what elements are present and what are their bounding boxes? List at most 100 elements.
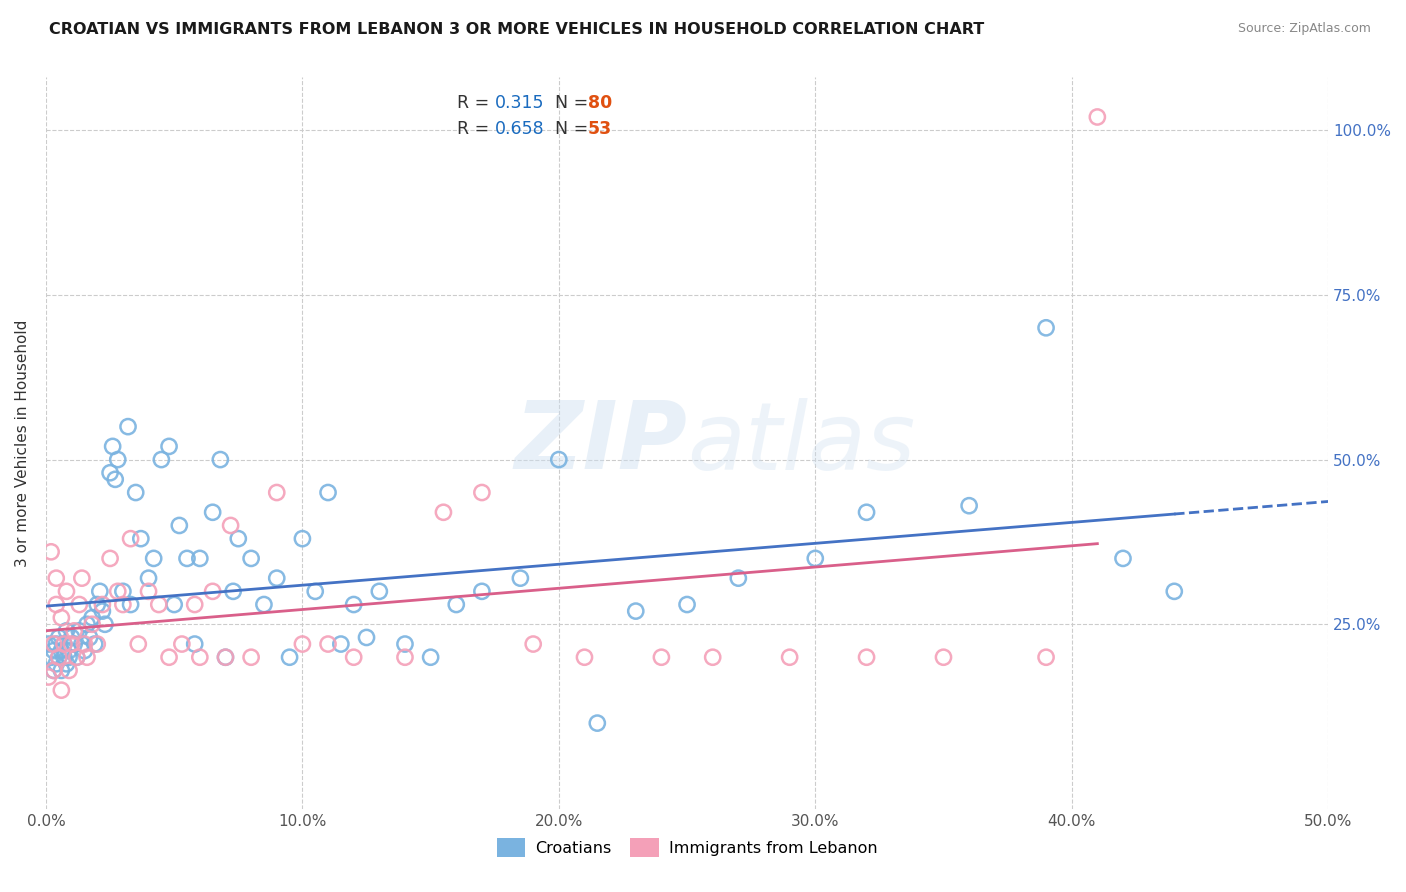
Point	[89, 584, 111, 599]
Point	[394, 650, 416, 665]
Point	[66, 650, 89, 665]
Point	[650, 650, 672, 665]
Point	[1035, 650, 1057, 665]
Point	[76, 650, 98, 665]
Text: ZIP: ZIP	[515, 397, 688, 489]
Point	[624, 604, 647, 618]
Point	[226, 532, 249, 546]
Point	[42, 637, 65, 651]
Point	[157, 650, 180, 665]
Point	[42, 643, 65, 657]
Point	[48, 650, 70, 665]
Point	[201, 505, 224, 519]
Point	[52, 637, 75, 651]
Point	[51, 610, 73, 624]
Point	[509, 571, 531, 585]
Point	[86, 637, 108, 651]
Point	[547, 452, 569, 467]
Point	[55, 584, 77, 599]
Point	[586, 716, 609, 731]
Point	[111, 584, 134, 599]
Point	[253, 598, 276, 612]
Point	[188, 551, 211, 566]
Point	[176, 551, 198, 566]
Point	[574, 650, 596, 665]
Text: 80: 80	[588, 94, 612, 112]
Point	[39, 650, 62, 665]
Point	[932, 650, 955, 665]
Text: CROATIAN VS IMMIGRANTS FROM LEBANON 3 OR MORE VEHICLES IN HOUSEHOLD CORRELATION : CROATIAN VS IMMIGRANTS FROM LEBANON 3 OR…	[49, 22, 984, 37]
Point	[67, 624, 90, 638]
Point	[98, 551, 121, 566]
Point	[214, 650, 236, 665]
Point	[148, 598, 170, 612]
Point	[39, 545, 62, 559]
Point	[419, 650, 441, 665]
Point	[278, 650, 301, 665]
Point	[1163, 584, 1185, 599]
Point	[163, 598, 186, 612]
Point	[58, 664, 80, 678]
Point	[117, 419, 139, 434]
Point	[51, 664, 73, 678]
Point	[91, 598, 114, 612]
Point	[329, 637, 352, 651]
Point	[91, 604, 114, 618]
Point	[368, 584, 391, 599]
Text: 53: 53	[588, 120, 612, 138]
Point	[266, 571, 288, 585]
Text: atlas: atlas	[688, 398, 915, 489]
Point	[183, 637, 205, 651]
Point	[240, 650, 263, 665]
Point	[73, 637, 96, 651]
Point	[86, 598, 108, 612]
Point	[471, 485, 494, 500]
Point	[209, 452, 232, 467]
Point	[82, 617, 104, 632]
Point	[48, 650, 70, 665]
Point	[855, 650, 877, 665]
Point	[79, 631, 101, 645]
Point	[42, 664, 65, 678]
Point	[356, 631, 378, 645]
Point	[111, 598, 134, 612]
Point	[157, 439, 180, 453]
Point	[60, 637, 83, 651]
Text: R =: R =	[457, 94, 495, 112]
Point	[73, 643, 96, 657]
Point	[142, 551, 165, 566]
Point	[394, 637, 416, 651]
Point	[316, 485, 339, 500]
Point	[58, 643, 80, 657]
Point	[58, 650, 80, 665]
Point	[201, 584, 224, 599]
Point	[104, 472, 127, 486]
Point	[702, 650, 724, 665]
Point	[957, 499, 980, 513]
Point	[343, 598, 366, 612]
Point	[170, 637, 193, 651]
Point	[82, 610, 104, 624]
Point	[1085, 110, 1108, 124]
Point	[120, 532, 142, 546]
Point	[804, 551, 827, 566]
Point	[1112, 551, 1135, 566]
Point	[291, 637, 314, 651]
Point	[55, 624, 77, 638]
Text: N =: N =	[555, 120, 595, 138]
Point	[55, 657, 77, 671]
Point	[52, 650, 75, 665]
Point	[214, 650, 236, 665]
Point	[45, 657, 67, 671]
Point	[855, 505, 877, 519]
Point	[240, 551, 263, 566]
Point	[98, 466, 121, 480]
Point	[107, 584, 129, 599]
Point	[266, 485, 288, 500]
Point	[94, 617, 117, 632]
Point	[51, 683, 73, 698]
Point	[779, 650, 801, 665]
Point	[76, 617, 98, 632]
Point	[522, 637, 544, 651]
Point	[120, 598, 142, 612]
